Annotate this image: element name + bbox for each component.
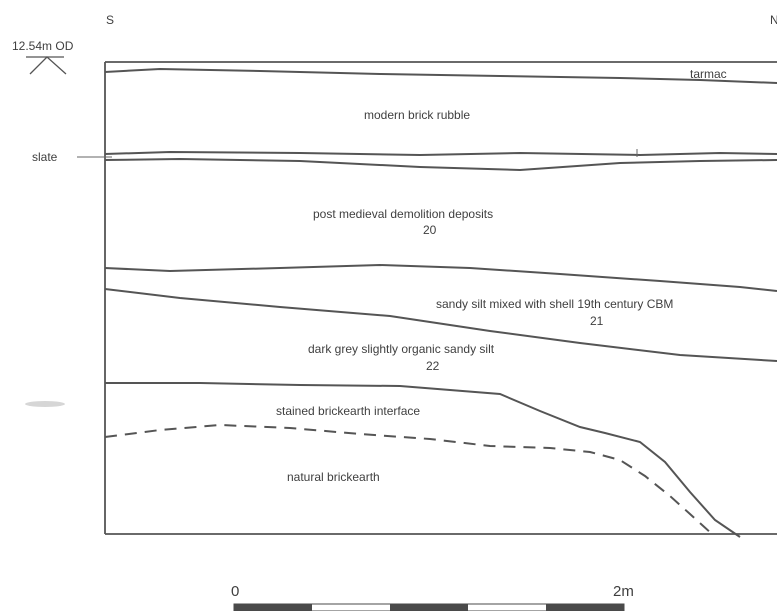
slate-boundary-lower [104, 157, 777, 172]
stained-brickearth-label: stained brickearth interface [276, 404, 420, 418]
scale-end-label: 2m [613, 583, 634, 600]
context-22-number: 22 [426, 359, 440, 373]
datum-label: 12.54m OD [12, 39, 74, 53]
scale-start-label: 0 [231, 583, 239, 600]
scale-bar [233, 603, 625, 611]
post-medieval-label: post medieval demolition deposits [313, 207, 493, 221]
modern-brick-rubble-label: modern brick rubble [364, 108, 470, 122]
slate-boundary-upper [104, 150, 777, 157]
context-22-base [105, 382, 741, 538]
scan-smudge [25, 401, 65, 407]
tarmac-label: tarmac [690, 67, 727, 81]
context-20-number: 20 [423, 223, 437, 237]
context-20-base [104, 263, 777, 292]
datum-marker-icon [26, 56, 67, 75]
context-21-number: 21 [590, 314, 604, 328]
context-21-base [104, 288, 777, 362]
tarmac-boundary [104, 67, 777, 84]
section-frame [104, 61, 777, 535]
natural-brickearth-boundary [104, 423, 713, 535]
orientation-north-label: N [770, 13, 777, 27]
orientation-south-label: S [106, 13, 114, 27]
dark-grey-silt-label: dark grey slightly organic sandy silt [308, 342, 495, 356]
natural-brickearth-label: natural brickearth [287, 470, 380, 484]
slate-label: slate [32, 150, 58, 164]
sandy-silt-label: sandy silt mixed with shell 19th century… [436, 297, 673, 311]
